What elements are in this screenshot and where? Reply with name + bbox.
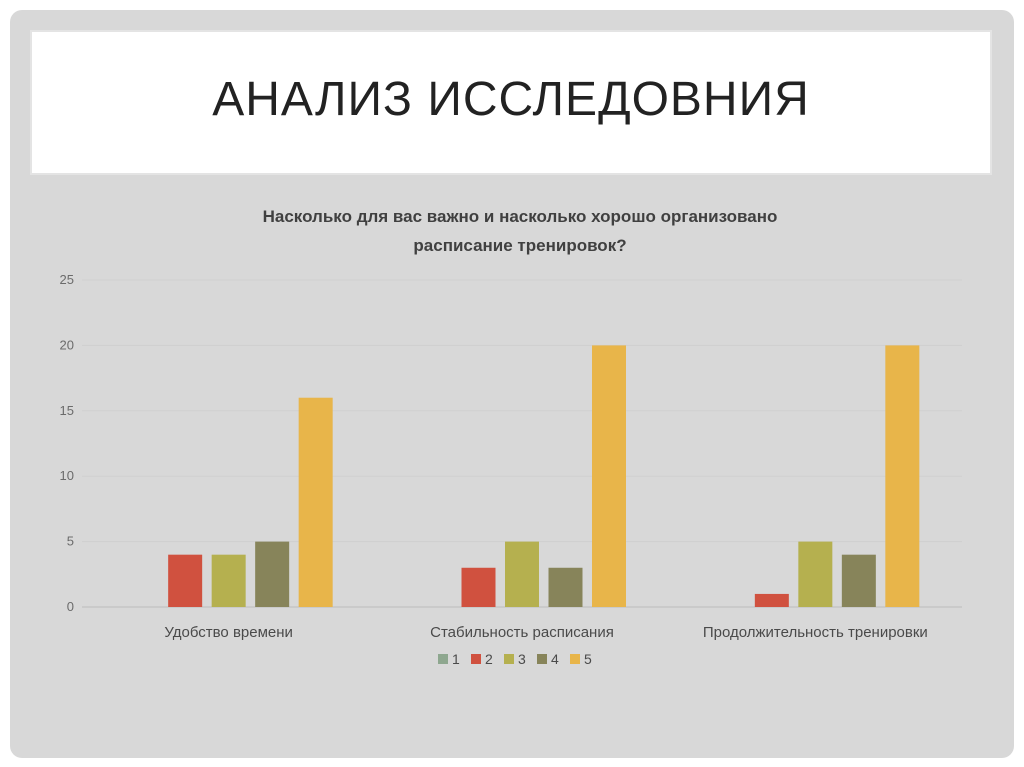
slide-title: АНАЛИЗ ИССЛЕДОВНИЯ: [212, 73, 810, 126]
y-tick-label: 10: [60, 468, 74, 483]
bar-series-3: [505, 541, 539, 607]
x-category-label: Стабильность расписания: [430, 624, 614, 641]
bar-series-2: [168, 554, 203, 607]
y-tick-label: 15: [60, 403, 74, 418]
bar-series-4: [548, 567, 583, 607]
legend-swatch-2: [471, 654, 481, 664]
chart-title-line-1: Насколько для вас важно и насколько хоро…: [262, 207, 778, 226]
bar-series-5: [885, 345, 920, 607]
bar-series-2: [461, 567, 496, 607]
legend-swatch-4: [537, 654, 547, 664]
x-category-label: Продолжительность тренировки: [703, 624, 928, 641]
y-axis-ticks: 0 5 10 15 20 25: [60, 272, 74, 614]
legend-label: 3: [518, 651, 526, 667]
legend-swatch-5: [570, 654, 580, 664]
y-tick-label: 5: [67, 534, 74, 549]
bar-series-4: [841, 554, 876, 607]
legend: 1 2 3 4 5: [438, 651, 592, 667]
bars: [168, 345, 920, 607]
legend-swatch-3: [504, 654, 514, 664]
legend-label: 5: [584, 651, 592, 667]
legend-label: 2: [485, 651, 493, 667]
bar-series-5: [592, 345, 626, 607]
x-category-label: Удобство времени: [164, 624, 293, 641]
bar-series-2: [754, 593, 789, 607]
y-tick-label: 25: [60, 272, 74, 287]
bar-series-5: [298, 397, 333, 607]
chart-title: Насколько для вас важно и насколько хоро…: [120, 202, 920, 260]
y-tick-label: 0: [67, 599, 74, 614]
x-axis-categories: Удобство времени Стабильность расписания П…: [164, 624, 927, 641]
y-tick-label: 20: [60, 337, 74, 352]
legend-swatch-1: [438, 654, 448, 664]
chart-title-line-2: расписание тренировок?: [413, 236, 627, 255]
bar-series-3: [211, 554, 246, 607]
legend-label: 1: [452, 651, 460, 667]
legend-label: 4: [551, 651, 559, 667]
bar-series-3: [798, 541, 833, 607]
title-box: АНАЛИЗ ИССЛЕДОВНИЯ: [30, 30, 992, 175]
bar-series-4: [255, 541, 290, 607]
